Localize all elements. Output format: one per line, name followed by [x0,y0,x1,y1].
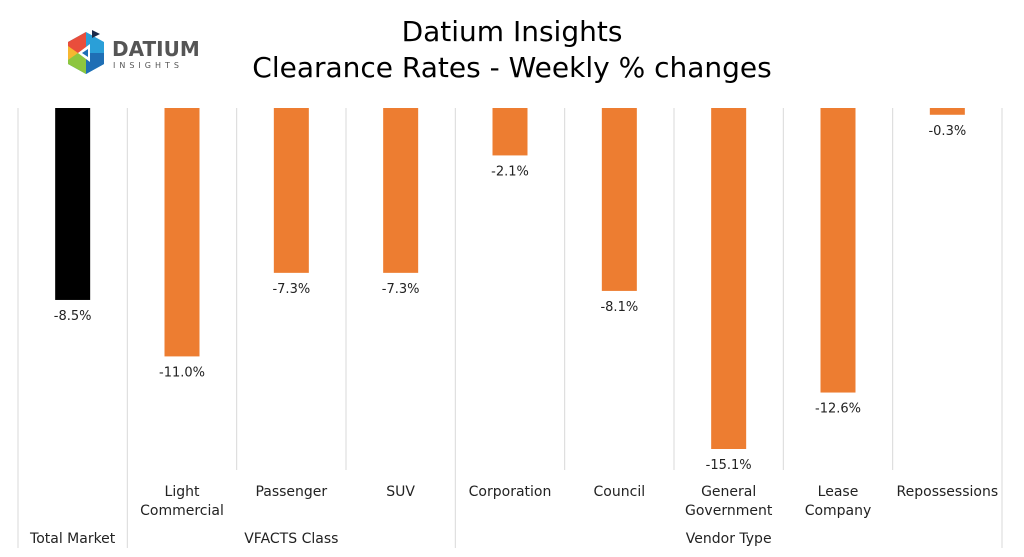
bar [492,108,528,156]
group-label: Vendor Type [686,531,772,547]
datium-logo: DATIUM INSIGHTS [66,28,206,80]
bar [273,108,309,273]
bar [164,108,200,357]
chart-title: Datium Insights [401,15,623,48]
bar [55,108,91,300]
category-label: Company [805,503,872,519]
data-label: -8.1% [600,300,638,315]
chart-title-block: Datium Insights Clearance Rates - Weekly… [0,14,1024,86]
category-label: Repossessions [897,484,999,500]
chart-subtitle: Clearance Rates - Weekly % changes [252,51,772,84]
category-label: Corporation [469,484,552,500]
category-label: Passenger [255,484,327,500]
data-label: -12.6% [815,402,861,417]
category-label: Commercial [140,503,224,519]
category-label: Lease [818,484,859,500]
data-label: -11.0% [159,365,205,380]
logo-icon: DATIUM INSIGHTS [68,30,200,74]
bar [820,108,856,393]
category-label: SUV [386,484,415,500]
logo-text: DATIUM [112,37,200,61]
data-label: -0.3% [928,124,966,139]
bar [929,108,965,115]
data-label: -7.3% [272,282,310,297]
bar [711,108,747,449]
bar [383,108,419,273]
data-label: -15.1% [706,458,752,473]
category-label: General [701,484,756,500]
category-label: Government [685,503,773,519]
bar [601,108,637,291]
group-label: Total Market [29,531,116,547]
data-label: -2.1% [491,164,529,179]
category-label: Council [594,484,646,500]
logo-subtext: INSIGHTS [113,61,183,70]
data-label: -7.3% [382,282,420,297]
data-label: -8.5% [54,309,92,324]
group-label: VFACTS Class [244,531,338,547]
category-label: Light [165,484,200,500]
